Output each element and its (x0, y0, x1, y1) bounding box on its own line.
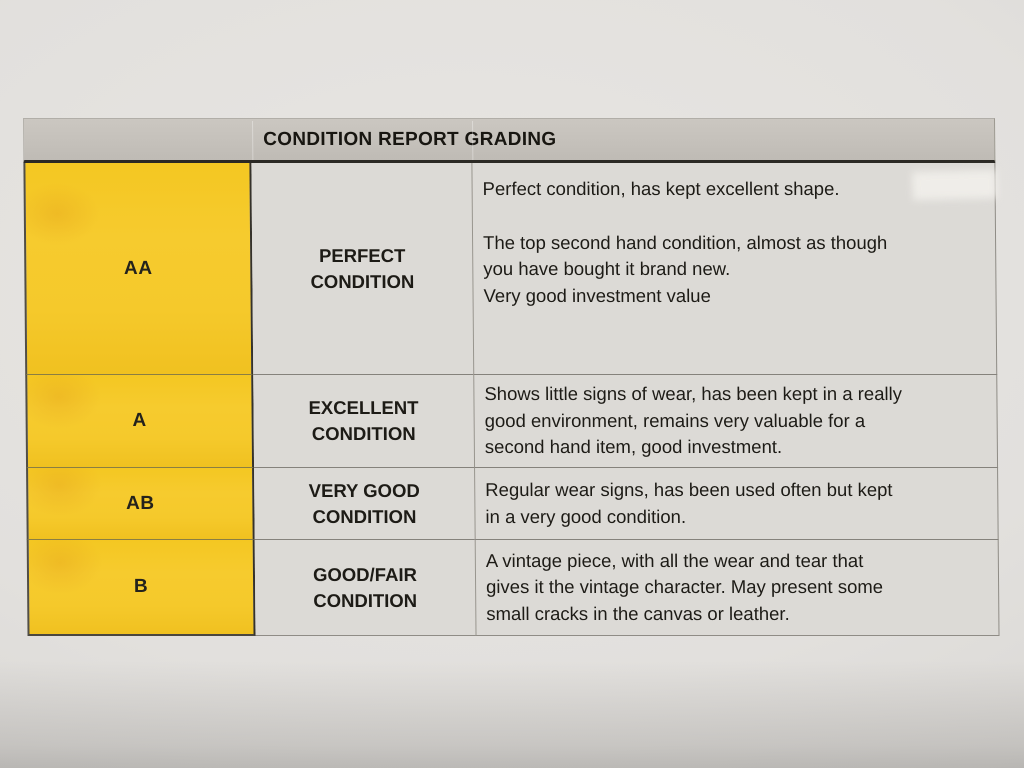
description-line: Perfect condition, has kept excellent sh… (482, 178, 840, 199)
grade-cell: AA (23, 163, 254, 374)
condition-cell: GOOD/FAIR CONDITION (254, 539, 476, 636)
description-cell: Shows little signs of wear, has been kep… (473, 374, 999, 467)
description-paragraph: Regular wear signs, has been used often … (485, 477, 989, 530)
description-line: A vintage piece, with all the wear and t… (485, 549, 864, 571)
description-cell: Perfect condition, has kept excellent sh… (471, 163, 998, 374)
description-paragraph: A vintage piece, with all the wear and t… (486, 548, 991, 628)
description-paragraph: Very good investment value (483, 283, 987, 310)
condition-cell: PERFECT CONDITION (251, 163, 474, 374)
description-line: The top second hand condition, almost as… (482, 231, 888, 253)
condition-cell: EXCELLENT CONDITION (253, 374, 475, 467)
grade-cell: B (26, 539, 256, 636)
description-line: Very good investment value (483, 284, 711, 306)
description-cell: A vintage piece, with all the wear and t… (474, 539, 1000, 636)
condition-grading-table: CONDITION REPORT GRADING AA PERFECT CONDI… (23, 118, 1000, 636)
condition-cell: VERY GOOD CONDITION (254, 467, 475, 539)
description-line: in a very good condition. (485, 505, 687, 527)
table-header-bar: CONDITION REPORT GRADING (23, 118, 996, 163)
description-line: Regular wear signs, has been used often … (485, 479, 893, 500)
description-paragraph: Shows little signs of wear, has been kep… (484, 381, 989, 461)
grade-cell: AB (26, 467, 255, 539)
description-line: good environment, remains very valuable … (484, 409, 866, 431)
description-line: Shows little signs of wear, has been kep… (484, 383, 903, 405)
description-line: small cracks in the canvas or leather. (486, 602, 790, 624)
description-line: gives it the vintage character. May pres… (485, 576, 884, 598)
description-paragraph: The top second hand condition, almost as… (483, 230, 987, 283)
grade-cell: A (25, 374, 255, 467)
description-line: second hand item, good investment. (484, 436, 783, 458)
description-line: you have bought it brand new. (483, 258, 731, 279)
table-title: CONDITION REPORT GRADING (263, 128, 557, 150)
description-paragraph: Perfect condition, has kept excellent sh… (483, 176, 987, 203)
description-cell: Regular wear signs, has been used often … (474, 467, 999, 539)
whiteout-patch (912, 169, 998, 201)
